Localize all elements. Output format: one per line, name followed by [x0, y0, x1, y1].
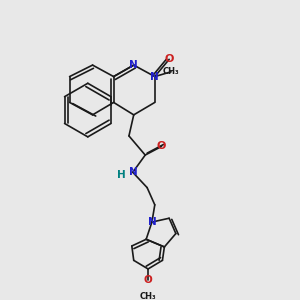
Text: N: N	[129, 60, 138, 70]
Text: N: N	[129, 167, 138, 177]
Text: H: H	[117, 170, 126, 180]
Text: O: O	[144, 275, 152, 285]
Text: O: O	[164, 54, 174, 64]
Text: CH₃: CH₃	[163, 67, 179, 76]
Text: CH₃: CH₃	[140, 292, 156, 300]
Text: N: N	[148, 217, 156, 227]
Text: N: N	[150, 72, 159, 82]
Text: O: O	[157, 141, 166, 152]
